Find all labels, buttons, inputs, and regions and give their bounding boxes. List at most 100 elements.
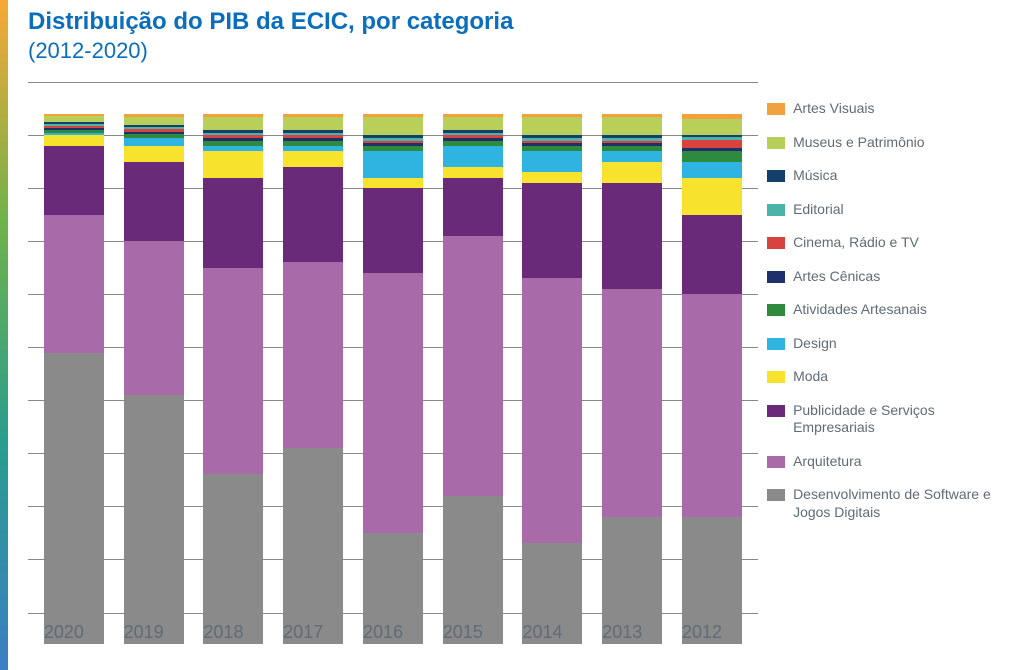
- seg-museus: [682, 119, 742, 135]
- legend-label: Publicidade e Serviços Empresariais: [793, 402, 1014, 437]
- seg-publicidade: [443, 178, 503, 236]
- legend-item-artes_visuais: Artes Visuais: [767, 100, 1014, 118]
- seg-software: [283, 448, 343, 644]
- legend-swatch: [767, 489, 785, 501]
- bar-2017: [283, 114, 343, 644]
- x-label: 2012: [682, 622, 742, 643]
- seg-museus: [203, 117, 263, 130]
- chart-wrap: 2020 2019 2018 2017 2016 2015 2014 2013 2012 Art…: [28, 84, 1014, 644]
- seg-design: [522, 151, 582, 172]
- legend-swatch: [767, 405, 785, 417]
- legend-swatch: [767, 204, 785, 216]
- seg-software: [44, 353, 104, 645]
- seg-publicidade: [522, 183, 582, 278]
- legend-item-software: Desenvolvimento de Software e Jogos Digi…: [767, 486, 1014, 521]
- seg-publicidade: [203, 178, 263, 268]
- decorative-side-gradient: [0, 0, 8, 670]
- legend-label: Arquitetura: [793, 453, 861, 471]
- bar-2014: [522, 114, 582, 644]
- legend-label: Cinema, Rádio e TV: [793, 234, 919, 252]
- seg-publicidade: [363, 188, 423, 273]
- seg-museus: [363, 117, 423, 136]
- legend-label: Desenvolvimento de Software e Jogos Digi…: [793, 486, 1014, 521]
- legend-item-moda: Moda: [767, 368, 1014, 386]
- seg-arquitetura: [602, 289, 662, 517]
- seg-museus: [443, 117, 503, 130]
- seg-museus: [522, 117, 582, 136]
- legend-item-publicidade: Publicidade e Serviços Empresariais: [767, 402, 1014, 437]
- seg-publicidade: [682, 215, 742, 295]
- bar-2020: [44, 114, 104, 644]
- legend-item-cenicas: Artes Cênicas: [767, 268, 1014, 286]
- seg-moda: [124, 146, 184, 162]
- legend-swatch: [767, 304, 785, 316]
- seg-arquitetura: [44, 215, 104, 353]
- x-label: 2017: [283, 622, 343, 643]
- legend-swatch: [767, 271, 785, 283]
- legend-item-musica: Música: [767, 167, 1014, 185]
- legend-label: Design: [793, 335, 837, 353]
- bar-2012: [682, 114, 742, 644]
- seg-museus: [602, 117, 662, 136]
- legend-label: Música: [793, 167, 837, 185]
- legend-label: Museus e Patrimônio: [793, 134, 925, 152]
- seg-moda: [283, 151, 343, 167]
- seg-cinema: [682, 140, 742, 148]
- seg-arquitetura: [203, 268, 263, 475]
- plot: 2020 2019 2018 2017 2016 2015 2014 2013 2012: [28, 84, 749, 644]
- seg-moda: [682, 178, 742, 215]
- x-axis-labels: 2020 2019 2018 2017 2016 2015 2014 2013 2012: [28, 622, 758, 643]
- legend-swatch: [767, 137, 785, 149]
- x-label: 2019: [124, 622, 184, 643]
- x-label: 2018: [203, 622, 263, 643]
- seg-moda: [602, 162, 662, 183]
- gridline: [28, 82, 758, 83]
- seg-museus: [283, 117, 343, 130]
- seg-museus: [124, 117, 184, 125]
- legend-item-artesanais: Atividades Artesanais: [767, 301, 1014, 319]
- legend-swatch: [767, 338, 785, 350]
- seg-publicidade: [44, 146, 104, 215]
- x-label: 2013: [602, 622, 662, 643]
- legend-item-arquitetura: Arquitetura: [767, 453, 1014, 471]
- legend-label: Atividades Artesanais: [793, 301, 927, 319]
- legend: Artes Visuais Museus e Patrimônio Música Ed…: [767, 100, 1014, 537]
- seg-moda: [203, 151, 263, 178]
- seg-software: [124, 395, 184, 644]
- seg-design: [443, 146, 503, 167]
- legend-item-museus: Museus e Patrimônio: [767, 134, 1014, 152]
- seg-moda: [443, 167, 503, 178]
- legend-swatch: [767, 103, 785, 115]
- chart-container: Distribuição do PIB da ECIC, por categor…: [0, 0, 1024, 654]
- seg-arquitetura: [682, 294, 742, 517]
- legend-item-cinema: Cinema, Rádio e TV: [767, 234, 1014, 252]
- seg-software: [203, 474, 263, 644]
- legend-swatch: [767, 237, 785, 249]
- legend-label: Artes Cênicas: [793, 268, 880, 286]
- seg-arquitetura: [283, 262, 343, 448]
- chart-subtitle: (2012-2020): [28, 38, 1014, 64]
- x-label: 2014: [522, 622, 582, 643]
- legend-swatch: [767, 170, 785, 182]
- seg-design: [124, 138, 184, 146]
- bar-2013: [602, 114, 662, 644]
- legend-label: Editorial: [793, 201, 844, 219]
- bars-group: [28, 114, 758, 644]
- legend-label: Moda: [793, 368, 828, 386]
- bar-2016: [363, 114, 423, 644]
- bar-2015: [443, 114, 503, 644]
- legend-swatch: [767, 371, 785, 383]
- chart-title: Distribuição do PIB da ECIC, por categor…: [28, 8, 1014, 36]
- seg-publicidade: [283, 167, 343, 262]
- seg-arquitetura: [522, 278, 582, 543]
- seg-publicidade: [602, 183, 662, 289]
- seg-artesanais: [682, 151, 742, 162]
- legend-item-editorial: Editorial: [767, 201, 1014, 219]
- x-label: 2015: [443, 622, 503, 643]
- x-label: 2016: [363, 622, 423, 643]
- legend-label: Artes Visuais: [793, 100, 874, 118]
- seg-design: [682, 162, 742, 178]
- seg-arquitetura: [124, 241, 184, 395]
- seg-arquitetura: [363, 273, 423, 533]
- x-label: 2020: [44, 622, 104, 643]
